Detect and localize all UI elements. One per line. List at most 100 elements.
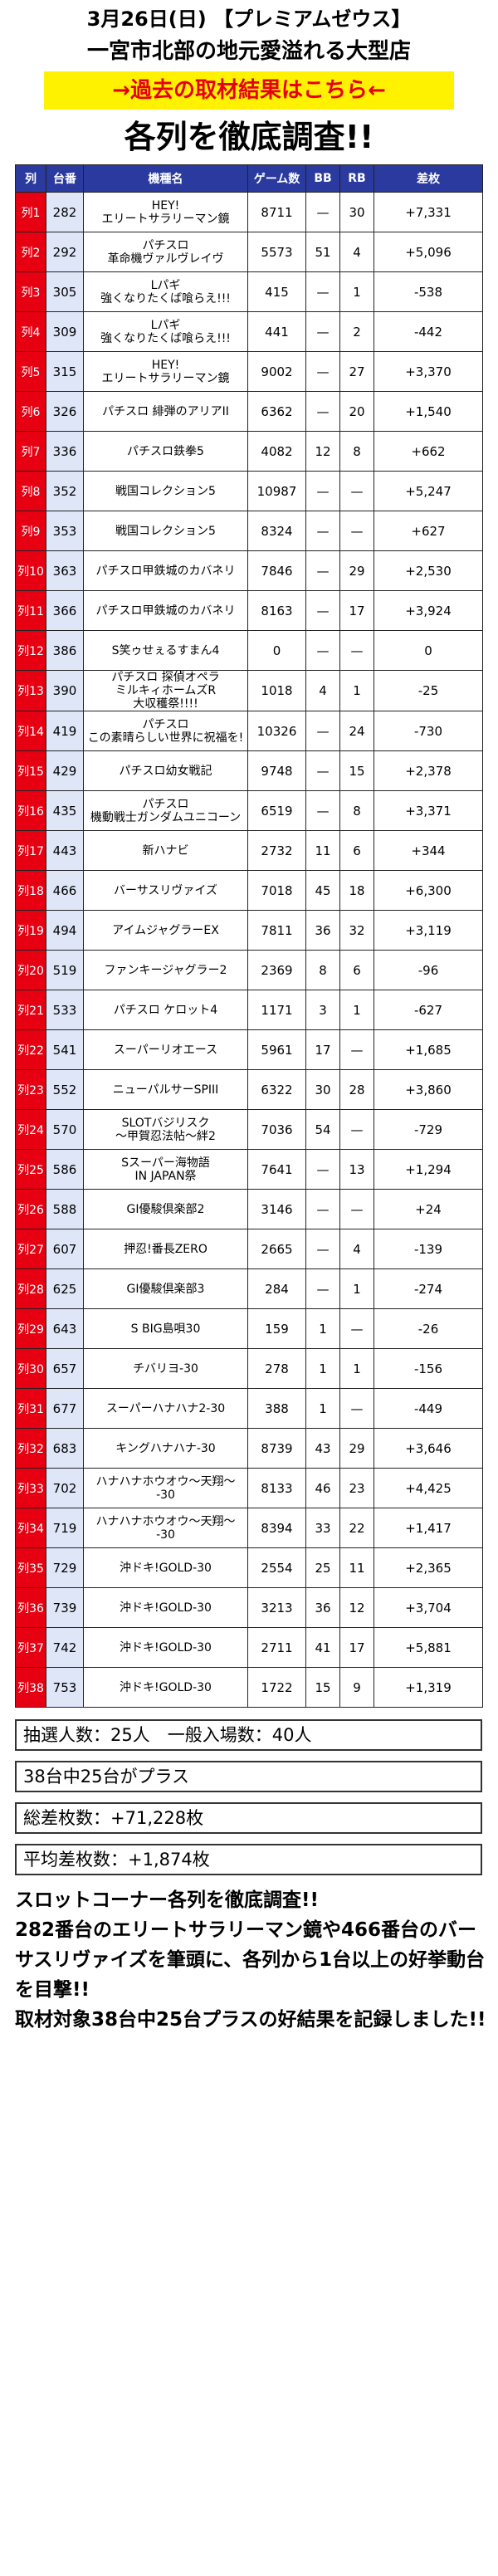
bb-cell: 1: [305, 1348, 340, 1389]
rb-cell: 1: [339, 670, 374, 711]
machine-name-cell: チバリヨ-30: [83, 1348, 248, 1389]
diff-cell: +3,860: [374, 1069, 483, 1110]
table-row: 列13 390 パチスロ 探偵オペラ ミルキィホームズR 大収穫祭!!!! 1018 4 1-…: [15, 670, 483, 711]
machine-number-cell: 742: [46, 1627, 84, 1668]
diff-cell: +24: [374, 1189, 483, 1229]
games-cell: 8163: [247, 590, 306, 631]
bb-cell: —: [305, 1189, 340, 1229]
retsu-cell: 列29: [15, 1308, 46, 1349]
past-results-link[interactable]: →過去の取材結果はこちら←: [44, 71, 454, 110]
games-cell: 7641: [247, 1149, 306, 1190]
rb-cell: 18: [339, 870, 374, 911]
retsu-cell: 列1: [15, 192, 46, 232]
table-row: 列10 363 パチスロ甲鉄城のカバネリ 7846—29 +2,530: [15, 550, 483, 591]
rb-cell: 30: [339, 192, 374, 232]
machine-name-cell: 新ハナビ: [83, 830, 248, 871]
diff-cell: +2,530: [374, 550, 483, 591]
games-cell: 8711: [247, 192, 306, 232]
machine-number-cell: 292: [46, 232, 84, 272]
games-cell: 1722: [247, 1667, 306, 1708]
machine-name-cell: パチスロ 機動戦士ガンダムユニコーン: [83, 790, 248, 831]
games-cell: 8394: [247, 1508, 306, 1548]
games-cell: 8739: [247, 1428, 306, 1469]
games-cell: 7036: [247, 1109, 306, 1150]
games-cell: 2665: [247, 1229, 306, 1269]
bb-cell: —: [305, 790, 340, 831]
table-row: 列18 466 バーサスリヴァイズ 7018 45 18 +6,300: [15, 870, 483, 911]
rb-cell: —: [339, 471, 374, 511]
bb-cell: —: [305, 550, 340, 591]
rb-cell: 6: [339, 950, 374, 990]
retsu-cell: 列11: [15, 590, 46, 631]
games-cell: 2369: [247, 950, 306, 990]
machine-number-cell: 363: [46, 550, 84, 591]
retsu-cell: 列10: [15, 550, 46, 591]
diff-cell: +6,300: [374, 870, 483, 911]
machine-name-cell: ハナハナホウオウ〜天翔〜 -30: [83, 1508, 248, 1548]
diff-cell: -442: [374, 311, 483, 352]
bb-cell: 12: [305, 431, 340, 472]
bb-cell: 15: [305, 1667, 340, 1708]
machine-number-cell: 419: [46, 711, 84, 751]
retsu-cell: 列5: [15, 351, 46, 392]
diff-cell: +3,370: [374, 351, 483, 392]
diff-cell: +1,294: [374, 1149, 483, 1190]
diff-cell: +627: [374, 511, 483, 551]
rb-cell: 2: [339, 311, 374, 352]
diff-cell: -449: [374, 1388, 483, 1429]
machine-number-cell: 702: [46, 1468, 84, 1508]
retsu-cell: 列8: [15, 471, 46, 511]
table-row: 列3 305 Lパギ 強くなりたくば喰らえ!!! 415—1 -538: [15, 271, 483, 312]
machine-name-cell: パチスロ甲鉄城のカバネリ: [83, 550, 248, 591]
bb-cell: —: [305, 311, 340, 352]
retsu-cell: 列20: [15, 950, 46, 990]
machine-number-cell: 586: [46, 1149, 84, 1190]
retsu-cell: 列37: [15, 1627, 46, 1668]
machine-number-cell: 366: [46, 590, 84, 631]
retsu-cell: 列2: [15, 232, 46, 272]
bb-cell: —: [305, 271, 340, 312]
rb-cell: —: [339, 1029, 374, 1070]
diff-cell: -25: [374, 670, 483, 711]
games-cell: 2554: [247, 1547, 306, 1588]
machine-number-cell: 305: [46, 271, 84, 312]
page-subtitle: 一宮市北部の地元愛溢れる大型店: [86, 39, 411, 64]
machine-number-cell: 625: [46, 1268, 84, 1309]
machine-name-cell: キングハナハナ-30: [83, 1428, 248, 1469]
retsu-cell: 列12: [15, 630, 46, 671]
games-cell: 3146: [247, 1189, 306, 1229]
rb-cell: 17: [339, 1627, 374, 1668]
games-cell: 284: [247, 1268, 306, 1309]
table-row: 列17 443 新ハナビ 2732 11 6 +344: [15, 830, 483, 871]
summary: 抽選人数：25人 一般入場数：40人 38台中25台がプラス 総差枚数：+71,…: [15, 1719, 498, 1875]
machine-number-cell: 336: [46, 431, 84, 472]
diff-cell: +7,331: [374, 192, 483, 232]
retsu-cell: 列9: [15, 511, 46, 551]
machine-number-cell: 753: [46, 1667, 84, 1708]
machine-name-cell: 戦国コレクション5: [83, 471, 248, 511]
column-header: ゲーム数: [247, 164, 306, 193]
machine-name-cell: アイムジャグラーEX: [83, 910, 248, 951]
retsu-cell: 列4: [15, 311, 46, 352]
table-row: 列21 533 パチスロ ケロット4 1171 3 1 -627: [15, 990, 483, 1030]
table-row: 列6 326 パチスロ 緋弾のアリアII 6362—20 +1,540: [15, 391, 483, 432]
rb-cell: 4: [339, 232, 374, 272]
rb-cell: 1: [339, 271, 374, 312]
total-diff: 総差枚数：+71,228枚: [15, 1802, 482, 1834]
rb-cell: 11: [339, 1547, 374, 1588]
machine-number-cell: 326: [46, 391, 84, 432]
table-row: 列25 586 Sスーパー海物語 IN JAPAN祭 7641—13 +1,294: [15, 1149, 483, 1190]
retsu-cell: 列36: [15, 1587, 46, 1628]
diff-cell: 0: [374, 630, 483, 671]
column-header: 機種名: [83, 164, 248, 193]
machine-name-cell: パチスロ 革命機ヴァルヴレイヴ: [83, 232, 248, 272]
rb-cell: 20: [339, 391, 374, 432]
bb-cell: 41: [305, 1627, 340, 1668]
diff-cell: +1,319: [374, 1667, 483, 1708]
column-header: 台番: [46, 164, 84, 193]
retsu-cell: 列17: [15, 830, 46, 871]
machine-name-cell: パチスロ 緋弾のアリアII: [83, 391, 248, 432]
rb-cell: —: [339, 630, 374, 671]
retsu-cell: 列6: [15, 391, 46, 432]
rb-cell: —: [339, 1109, 374, 1150]
